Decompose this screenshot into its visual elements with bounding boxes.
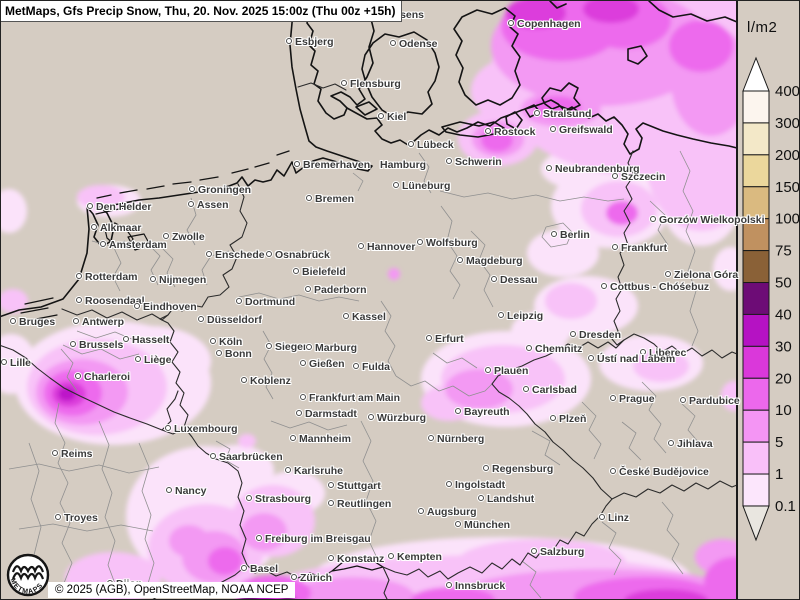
precip-region-level-4 xyxy=(669,20,733,72)
title-bar: MetMaps, Gfs Precip Snow, Thu, 20. Nov. … xyxy=(1,1,402,22)
legend-tick-label: 75 xyxy=(775,243,792,260)
legend-tick-label: 300 xyxy=(775,115,800,132)
precip-region-level-2 xyxy=(545,283,597,319)
weather-map-app: 400300200150100755040302010510.1 l/m2 Es… xyxy=(0,0,800,600)
precip-region-level-3 xyxy=(241,513,287,551)
legend-tick-label: 200 xyxy=(775,147,800,164)
legend-colorbar: 400 300 200 150 100 75 50 40 30 20 10 5 1 0.1 xyxy=(738,1,800,600)
attribution-bar: © 2025 (AGB), OpenStreetMap, NOAA NCEP xyxy=(48,582,295,598)
precip-region-level-2 xyxy=(633,350,689,382)
legend-tick-label: 10 xyxy=(775,402,792,419)
attribution-text: © 2025 (AGB), OpenStreetMap, NOAA NCEP xyxy=(55,584,288,596)
border-cz-at xyxy=(612,481,737,499)
border-dk-de xyxy=(298,83,346,90)
legend-segment xyxy=(743,346,769,378)
legend-arrow-top xyxy=(743,58,769,91)
precip-region-level-4 xyxy=(208,547,242,575)
legend-panel: 400 300 200 150 100 75 50 40 30 20 10 5 1 0.1 l/m2 xyxy=(736,1,800,600)
legend-tick-label: 150 xyxy=(775,179,800,196)
metmaps-logo: METMAPS xyxy=(5,550,51,600)
precip-region-level-1 xyxy=(1,189,27,233)
coastline-north-sea xyxy=(1,1,372,317)
legend-segment xyxy=(743,410,769,442)
legend-segment xyxy=(743,155,769,187)
precip-region-level-3 xyxy=(388,268,400,280)
legend-segment xyxy=(743,283,769,315)
legend-segment xyxy=(743,123,769,155)
precip-region-level-3 xyxy=(169,525,209,557)
legend-tick-label: 400 xyxy=(775,83,800,100)
legend-tick-label: 20 xyxy=(775,370,792,387)
precip-region-level-1 xyxy=(527,229,599,277)
border-be-nl xyxy=(62,309,168,320)
legend-segment xyxy=(743,187,769,219)
legend-segment xyxy=(743,378,769,410)
legend-tick-label: 5 xyxy=(775,434,783,451)
legend-tick-label: 50 xyxy=(775,275,792,292)
legend-segment xyxy=(743,314,769,346)
legend-tick-label: 40 xyxy=(775,306,792,323)
legend-tick-label: 0.1 xyxy=(775,498,796,515)
legend-segment xyxy=(743,442,769,474)
precip-region-level-2 xyxy=(238,434,256,448)
legend-segment xyxy=(743,474,769,506)
legend-tick-label: 1 xyxy=(775,466,783,483)
precipitation-layer xyxy=(1,1,791,600)
map-title: MetMaps, Gfs Precip Snow, Thu, 20. Nov. … xyxy=(5,4,395,18)
legend-segment xyxy=(743,219,769,251)
precip-region-level-4 xyxy=(606,201,638,225)
legend-tick-label: 100 xyxy=(775,211,800,228)
precip-region-level-3 xyxy=(445,369,513,409)
legend-arrow-bottom xyxy=(743,506,769,540)
legend-segment xyxy=(743,251,769,283)
legend-tick-label: 30 xyxy=(775,338,792,355)
map-canvas xyxy=(1,1,800,600)
legend-unit-label: l/m2 xyxy=(747,19,777,36)
border-nl-de xyxy=(160,184,247,319)
legend-segment xyxy=(743,91,769,123)
